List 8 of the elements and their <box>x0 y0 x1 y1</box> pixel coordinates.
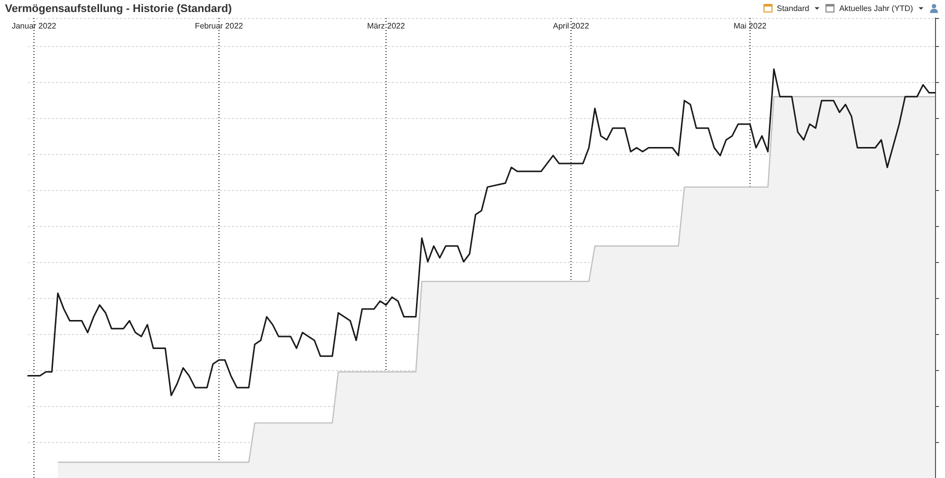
text: Standard <box>776 4 810 12</box>
x-tick-label: Mai 2022 <box>734 22 768 30</box>
x-tick-label: Januar 2022 <box>12 22 57 30</box>
x-tick-label: Februar 2022 <box>194 22 244 30</box>
text: Aktuelles Jahr (YTD) <box>839 4 913 12</box>
x-tick-label: April 2022 <box>552 22 590 30</box>
x-tick-label: März 2022 <box>367 22 406 30</box>
chart-title: Vermögensaufstellung - Historie (Standard) <box>5 3 232 15</box>
